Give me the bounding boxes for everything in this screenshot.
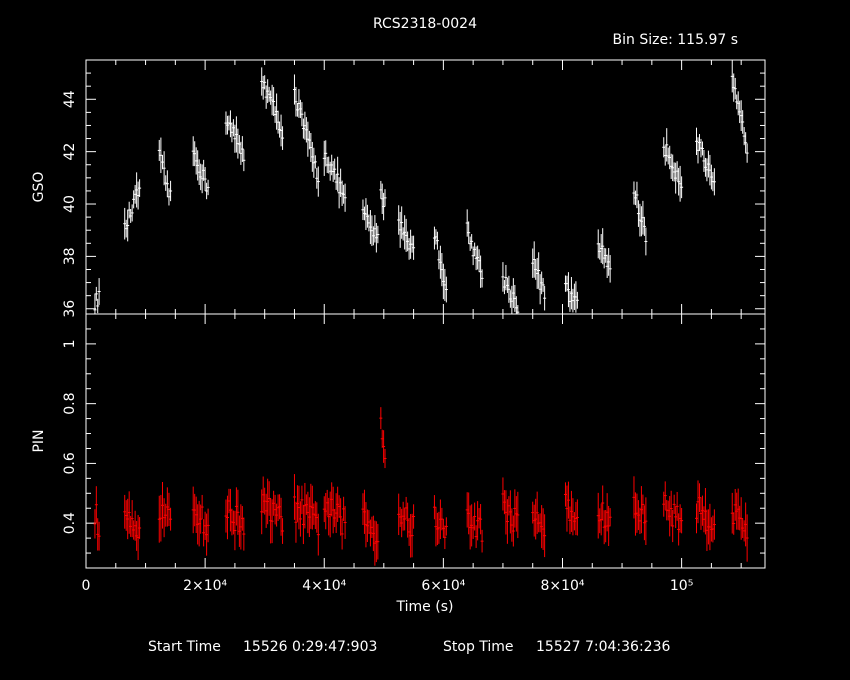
gso-axis-label: GSO [31, 172, 47, 203]
footer-times: Start Time 15526 0:29:47:903 Stop Time 1… [148, 639, 670, 655]
gso-data-points [93, 60, 749, 314]
time-tick-label: 10⁵ [670, 578, 693, 594]
time-tick-label: 2×10⁴ [183, 578, 227, 594]
pin-data-points [93, 407, 749, 566]
pin-axis-label: PIN [31, 429, 47, 452]
pin-axis-ticks: 0.4 0.6 0.8 1 [62, 313, 765, 568]
gso-panel-frame [85, 59, 766, 315]
time-tick-label: 8×10⁴ [540, 578, 584, 594]
gso-y-tick-label: 44 [62, 90, 78, 108]
stop-time-value: 15527 7:04:36:236 [536, 639, 670, 655]
gso-panel: 36 38 40 42 44 GSO [31, 59, 766, 318]
gso-y-tick-label: 36 [62, 300, 78, 318]
pin-panel-frame [85, 313, 766, 569]
stop-time-label: Stop Time [443, 639, 514, 655]
pin-y-tick-label: 1 [62, 339, 78, 348]
gso-y-tick-label: 38 [62, 247, 78, 265]
gso-y-tick-label: 42 [62, 143, 78, 161]
start-time-label: Start Time [148, 639, 221, 655]
bin-size-label: Bin Size: 115.97 s [613, 32, 738, 48]
pin-y-tick-label: 0.8 [62, 393, 78, 415]
pin-y-tick-label: 0.6 [62, 452, 78, 474]
time-axis-label: Time (s) [396, 599, 454, 615]
gso-y-tick-label: 40 [62, 195, 78, 213]
start-time-value: 15526 0:29:47:903 [243, 639, 377, 655]
time-tick-labels: 0 2×10⁴ 4×10⁴ 6×10⁴ 8×10⁴ 10⁵ [82, 578, 694, 594]
time-tick-label: 6×10⁴ [421, 578, 465, 594]
time-tick-label: 0 [82, 578, 91, 594]
pin-y-tick-label: 0.4 [62, 512, 78, 534]
chart-title: RCS2318-0024 [373, 16, 477, 32]
gso-axis-ticks: 36 38 40 42 44 [62, 59, 765, 318]
pin-panel: 0.4 0.6 0.8 1 PIN [31, 313, 766, 569]
time-tick-label: 4×10⁴ [302, 578, 346, 594]
